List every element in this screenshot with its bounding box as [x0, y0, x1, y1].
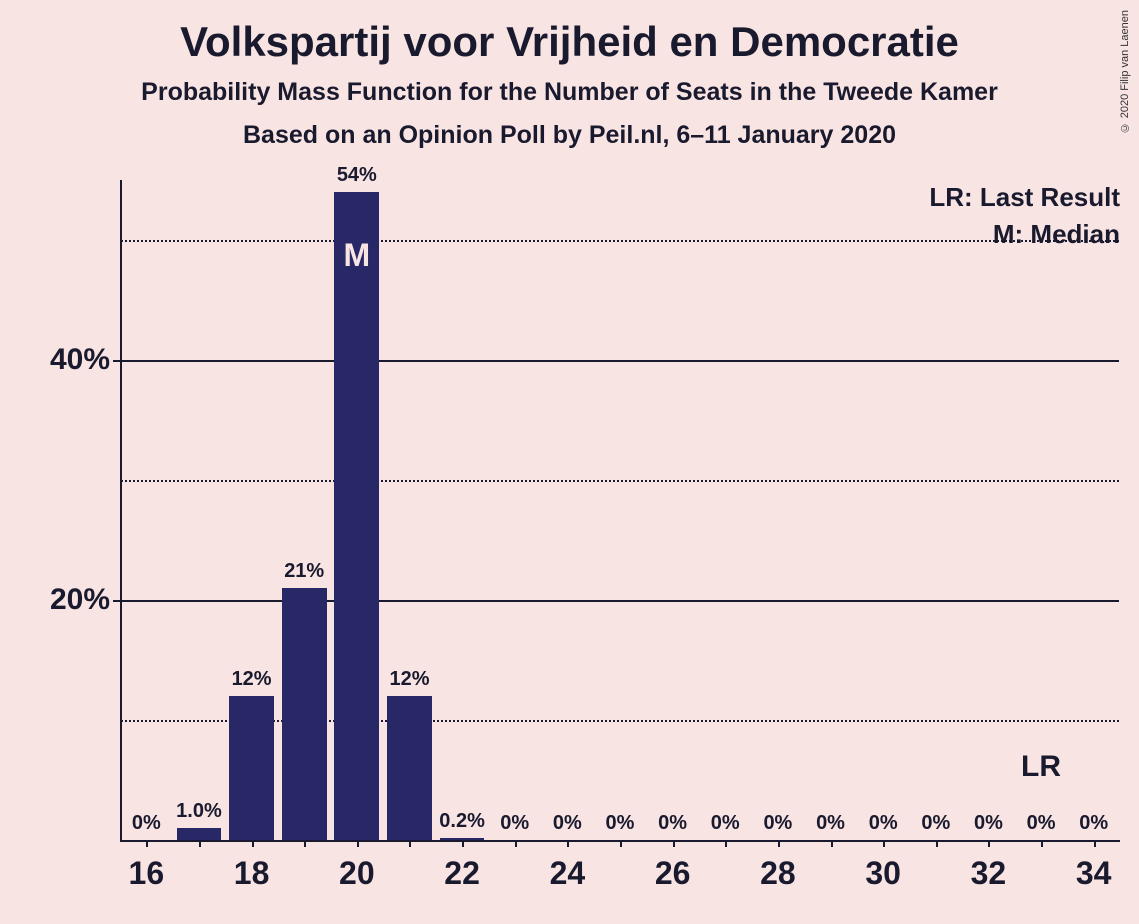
x-tick-label: 20 [339, 855, 375, 892]
legend-median: M: Median [929, 219, 1120, 250]
bar-value-label: 0% [658, 812, 687, 835]
grid-minor [121, 240, 1119, 242]
bar-value-label: 0% [921, 812, 950, 835]
y-tick-label: 40% [45, 343, 110, 377]
x-tick-label: 18 [234, 855, 270, 892]
legend-lr: LR: Last Result [929, 182, 1120, 213]
bar-value-label: 0% [816, 812, 845, 835]
chart-subtitle2: Based on an Opinion Poll by Peil.nl, 6–1… [0, 121, 1139, 150]
chart-subtitle: Probability Mass Function for the Number… [0, 78, 1139, 107]
bar-value-label: 12% [389, 668, 429, 691]
median-marker: M [344, 237, 371, 274]
x-tick-label: 30 [865, 855, 901, 892]
lr-marker: LR [1021, 750, 1061, 784]
x-tick-label: 24 [550, 855, 586, 892]
bar-value-label: 0% [132, 812, 161, 835]
bar-value-label: 0% [606, 812, 635, 835]
grid-minor [121, 480, 1119, 482]
bar-value-label: 0% [1079, 812, 1108, 835]
bar-value-label: 21% [284, 560, 324, 583]
bar-value-label: 0.2% [439, 810, 485, 833]
x-tick-label: 22 [444, 855, 480, 892]
y-tick-mark [113, 600, 120, 602]
x-tick-label: 26 [655, 855, 691, 892]
bar [334, 192, 379, 840]
chart-legend: LR: Last Result M: Median [929, 182, 1120, 256]
bar-value-label: 0% [711, 812, 740, 835]
chart-container: LR: Last Result M: Median 0%1.0%12%21%54… [45, 180, 1120, 900]
x-tick-label: 28 [760, 855, 796, 892]
x-tick-label: 32 [971, 855, 1007, 892]
x-tick-label: 34 [1076, 855, 1112, 892]
bar-value-label: 54% [337, 164, 377, 187]
bar-value-label: 0% [763, 812, 792, 835]
bar-value-label: 0% [1027, 812, 1056, 835]
bar-value-label: 12% [232, 668, 272, 691]
y-tick-mark [113, 360, 120, 362]
copyright-text: © 2020 Filip van Laenen [1119, 10, 1131, 133]
bar-value-label: 1.0% [176, 800, 222, 823]
x-axis [120, 840, 1120, 842]
bar [177, 828, 222, 840]
bar-value-label: 0% [500, 812, 529, 835]
y-tick-label: 20% [45, 583, 110, 617]
grid-major [121, 360, 1119, 362]
bar-value-label: 0% [553, 812, 582, 835]
bar [387, 696, 432, 840]
bar [282, 588, 327, 840]
bar [229, 696, 274, 840]
grid-major [121, 600, 1119, 602]
bar-value-label: 0% [869, 812, 898, 835]
x-tick-label: 16 [129, 855, 165, 892]
chart-title: Volkspartij voor Vrijheid en Democratie [0, 0, 1139, 66]
bar-value-label: 0% [974, 812, 1003, 835]
y-axis [120, 180, 122, 840]
